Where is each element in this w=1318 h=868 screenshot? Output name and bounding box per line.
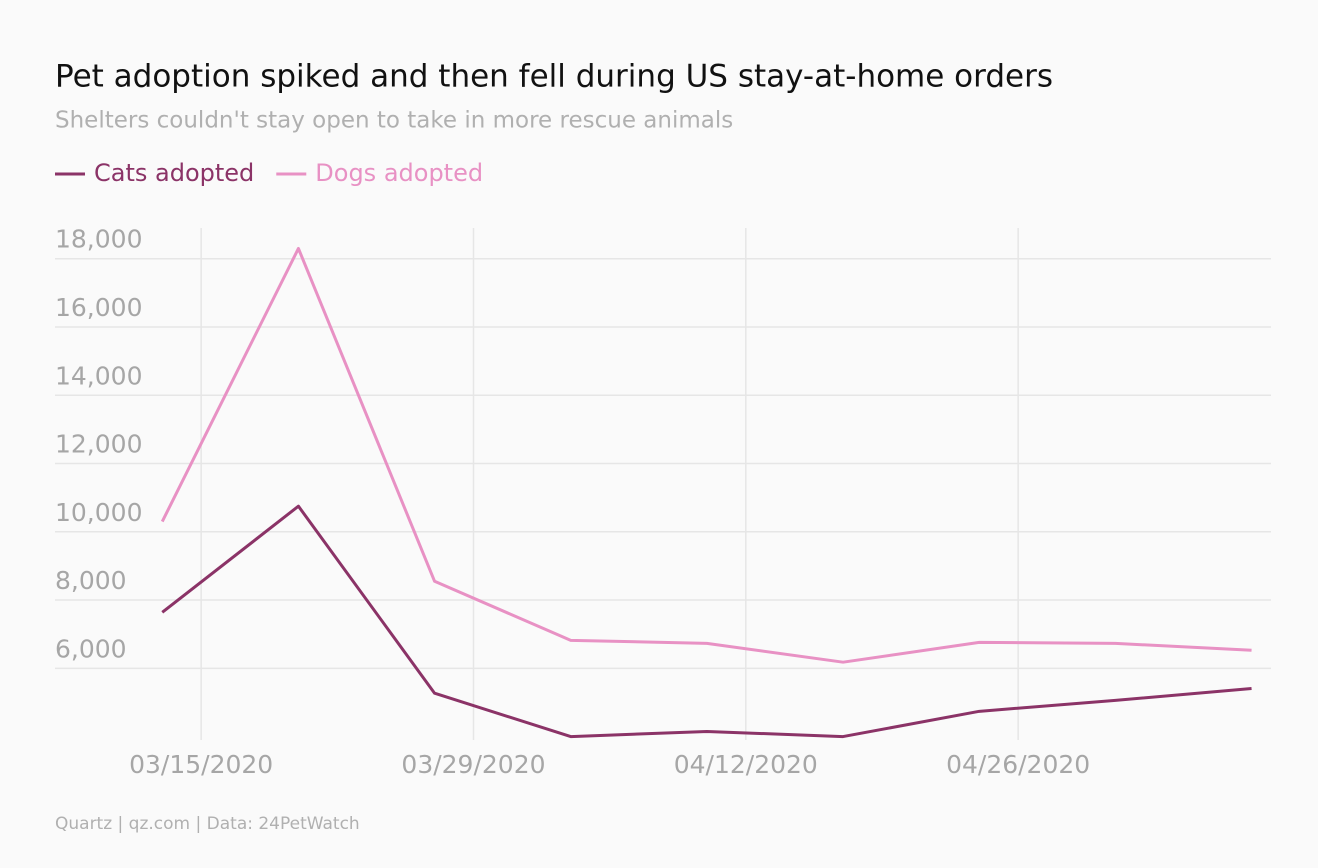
x-tick-label: 03/29/2020 [401,750,545,779]
y-tick-label: 18,000 [55,225,142,254]
y-tick-label: 16,000 [55,293,142,322]
y-tick-label: 10,000 [55,498,142,527]
y-tick-label: 14,000 [55,361,142,390]
x-tick-label: 04/26/2020 [946,750,1090,779]
legend-label: Cats adopted [94,159,254,187]
x-tick-label: 03/15/2020 [129,750,273,779]
series-line [160,246,1252,664]
y-tick-label: 6,000 [55,634,127,663]
legend-label: Dogs adopted [315,159,483,187]
y-tick-label: 8,000 [55,566,127,595]
y-tick-label: 12,000 [55,430,142,459]
chart-title: Pet adoption spiked and then fell during… [55,59,1053,95]
source-note: Quartz | qz.com | Data: 24PetWatch [55,814,360,834]
chart-subtitle: Shelters couldn't stay open to take in m… [55,108,733,134]
series-line [161,504,1252,739]
x-tick-label: 04/12/2020 [674,750,818,779]
